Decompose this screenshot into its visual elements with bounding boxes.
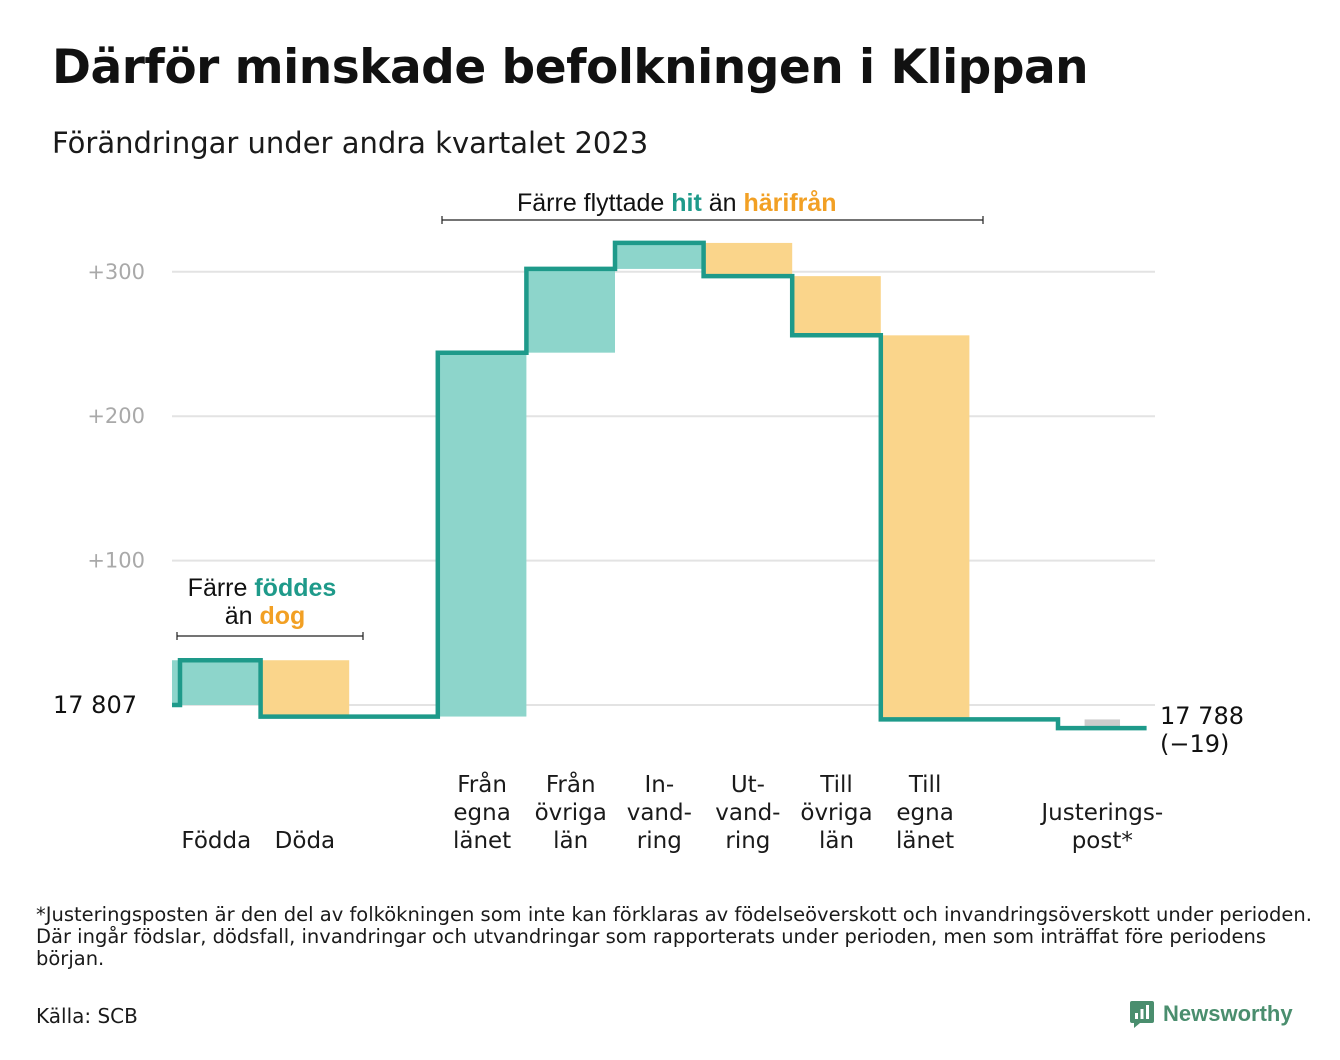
category-label: egna <box>453 800 510 826</box>
category-label: Döda <box>275 828 335 854</box>
y-tick-label: +300 <box>87 260 145 284</box>
population-level-line <box>172 240 1147 731</box>
start-value-label: 17 807 <box>53 691 137 719</box>
bar-adjustment <box>1084 719 1121 729</box>
newsworthy-logo-text: Newsworthy <box>1163 1001 1293 1026</box>
y-tick-label: +200 <box>87 404 145 428</box>
end-change-label: (−19) <box>1160 730 1229 758</box>
migration-annotation: Färre flyttade hit än härifrån <box>441 189 984 224</box>
category-label: vand- <box>715 800 780 826</box>
bar-decrease <box>703 242 793 277</box>
bar-layer <box>172 242 1121 729</box>
source-label: Källa: SCB <box>36 1004 138 1028</box>
category-label: Justerings- <box>1039 800 1163 826</box>
bar-decrease <box>792 276 881 336</box>
category-label: egna <box>896 800 953 826</box>
newsworthy-logo-icon <box>1130 1001 1154 1028</box>
chart-title: Därför minskade befolkningen i Klippan <box>52 40 1089 95</box>
level-line-layer <box>172 240 1147 731</box>
category-label: vand- <box>627 800 692 826</box>
y-tick-label: +100 <box>87 549 145 573</box>
bar-increase <box>437 352 527 717</box>
migration-bracket <box>441 216 984 224</box>
category-label: län <box>553 828 588 854</box>
category-label: länet <box>896 828 954 854</box>
grid-layer <box>172 270 1155 706</box>
footnote: *Justeringsposten är den del av folkökni… <box>36 903 1312 970</box>
category-label: Ut- <box>731 772 765 798</box>
category-label: län <box>819 828 854 854</box>
migration-annotation-text: Färre flyttade hit än härifrån <box>517 189 837 217</box>
category-label: In- <box>644 772 674 798</box>
births-annotation: Färre föddes än dog <box>176 574 364 640</box>
births-annotation-line2: än dog <box>225 602 306 630</box>
category-label: länet <box>453 828 511 854</box>
category-label: Till <box>819 772 853 798</box>
category-label: övriga <box>800 800 872 826</box>
category-label: ring <box>725 828 770 854</box>
bar-increase <box>615 242 704 269</box>
category-label: övriga <box>535 800 607 826</box>
category-label: Från <box>457 770 507 798</box>
end-value-label: 17 788 <box>1160 702 1244 730</box>
category-label: ring <box>637 828 682 854</box>
bar-increase <box>172 660 261 705</box>
chart-subtitle: Förändringar under andra kvartalet 2023 <box>52 126 649 160</box>
newsworthy-logo: Newsworthy <box>1129 999 1293 1029</box>
bar-increase <box>526 268 615 353</box>
births-annotation-line1: Färre föddes <box>188 574 337 602</box>
bar-decrease <box>880 335 970 720</box>
category-label: Från <box>546 770 596 798</box>
births-bracket <box>176 632 364 640</box>
bar-decrease <box>260 660 350 717</box>
category-label: Till <box>908 772 942 798</box>
category-label: Födda <box>181 828 251 854</box>
category-label: post* <box>1072 828 1133 854</box>
